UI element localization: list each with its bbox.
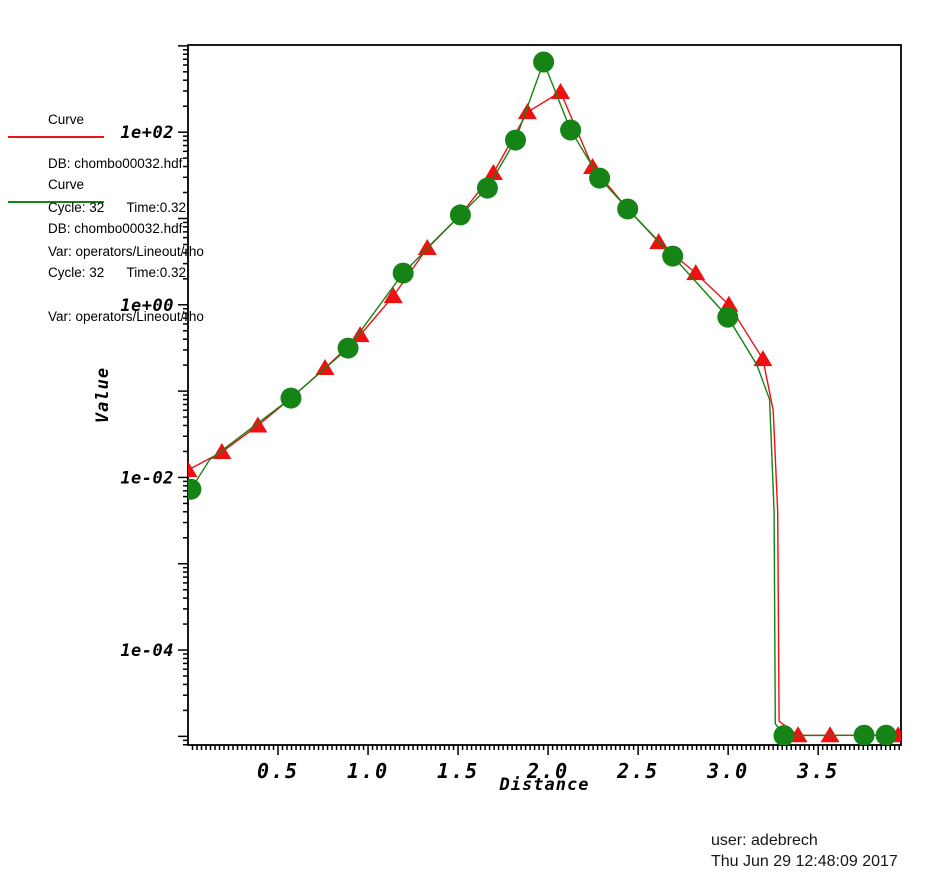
x-tick-label: 0.5 bbox=[257, 759, 299, 783]
triangle-marker bbox=[551, 83, 571, 100]
legend-block-red: Curve DB: chombo00032.hdf Cycle: 32 Time… bbox=[48, 84, 204, 288]
circle-marker bbox=[717, 306, 739, 328]
y-tick-label: 1e-02 bbox=[120, 468, 174, 488]
legend-green-swatch-line bbox=[8, 201, 104, 203]
legend-cycle-time: Cycle: 32 Time:0.32 bbox=[48, 199, 187, 215]
circle-marker bbox=[773, 725, 795, 745]
circle-marker bbox=[280, 387, 302, 409]
circle-marker bbox=[188, 478, 202, 500]
legend-cycle-time: Cycle: 32 Time:0.32 bbox=[48, 264, 187, 280]
footer-user: user: adebrech bbox=[711, 832, 818, 849]
legend-var: Var: operators/Lineout/rho bbox=[48, 243, 204, 259]
circle-marker bbox=[589, 167, 611, 189]
legend-title: Curve bbox=[48, 112, 85, 128]
triangle-marker bbox=[383, 287, 403, 304]
legend-title: Curve bbox=[48, 177, 85, 193]
triangle-marker bbox=[820, 726, 840, 743]
footer-info: user: adebrech Thu Jun 29 12:48:09 2017 bbox=[711, 831, 898, 872]
triangle-marker bbox=[315, 359, 335, 376]
legend-red-swatch-line bbox=[8, 136, 104, 138]
x-tick-label: 2.0 bbox=[526, 759, 569, 783]
circle-marker bbox=[533, 51, 555, 73]
triangle-marker bbox=[248, 416, 268, 433]
circle-marker bbox=[476, 177, 498, 199]
triangle-marker bbox=[483, 164, 503, 181]
x-tick-label: 3.0 bbox=[706, 759, 749, 783]
x-tick-label: 3.5 bbox=[796, 759, 839, 783]
x-axis-title: Distance bbox=[499, 775, 590, 795]
circle-marker bbox=[505, 129, 527, 151]
y-tick-label: 1e-04 bbox=[120, 641, 174, 661]
x-tick-label: 2.5 bbox=[616, 759, 659, 783]
triangle-marker bbox=[753, 350, 773, 367]
y-axis-title: Value bbox=[93, 367, 113, 423]
x-tick-label: 1.0 bbox=[347, 759, 389, 783]
circle-marker bbox=[875, 724, 897, 745]
legend-db: DB: chombo00032.hdf bbox=[48, 155, 183, 171]
curve-line bbox=[188, 90, 899, 736]
triangle-marker bbox=[686, 264, 706, 281]
circle-marker bbox=[560, 119, 582, 141]
triangle-marker bbox=[517, 103, 537, 120]
triangle-marker bbox=[188, 460, 198, 477]
legend-block-green: Curve DB: chombo00032.hdf Cycle: 32 Time… bbox=[48, 149, 204, 353]
y-tick-label: 1e+00 bbox=[120, 296, 174, 316]
circle-marker bbox=[662, 245, 684, 267]
circle-marker bbox=[853, 724, 875, 745]
circle-marker bbox=[337, 337, 359, 359]
legend-db: DB: chombo00032.hdf bbox=[48, 220, 183, 236]
legend-var: Var: operators/Lineout/rho bbox=[48, 308, 204, 324]
circle-marker bbox=[617, 198, 639, 220]
circle-marker bbox=[392, 262, 414, 284]
x-tick-label: 1.5 bbox=[437, 759, 479, 783]
y-tick-label: 1e+02 bbox=[120, 123, 174, 143]
footer-date: Thu Jun 29 12:48:09 2017 bbox=[711, 852, 898, 870]
circle-marker bbox=[449, 204, 471, 226]
triangle-marker bbox=[417, 239, 437, 256]
